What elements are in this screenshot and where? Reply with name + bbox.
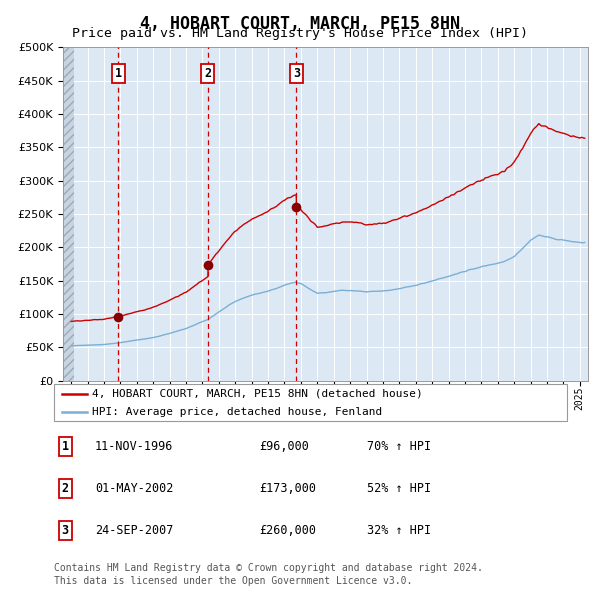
Text: 4, HOBART COURT, MARCH, PE15 8HN (detached house): 4, HOBART COURT, MARCH, PE15 8HN (detach… [92,389,423,399]
Text: 2: 2 [205,67,211,80]
Text: 01-MAY-2002: 01-MAY-2002 [95,481,173,495]
Text: Contains HM Land Registry data © Crown copyright and database right 2024.: Contains HM Land Registry data © Crown c… [54,563,483,572]
Text: 32% ↑ HPI: 32% ↑ HPI [367,523,431,536]
Text: £260,000: £260,000 [259,523,316,536]
Text: £96,000: £96,000 [259,440,309,453]
Text: 24-SEP-2007: 24-SEP-2007 [95,523,173,536]
Text: £173,000: £173,000 [259,481,316,495]
Text: 4, HOBART COURT, MARCH, PE15 8HN: 4, HOBART COURT, MARCH, PE15 8HN [140,15,460,33]
Text: Price paid vs. HM Land Registry's House Price Index (HPI): Price paid vs. HM Land Registry's House … [72,27,528,40]
Text: HPI: Average price, detached house, Fenland: HPI: Average price, detached house, Fenl… [92,407,383,417]
Text: This data is licensed under the Open Government Licence v3.0.: This data is licensed under the Open Gov… [54,576,412,585]
Text: 52% ↑ HPI: 52% ↑ HPI [367,481,431,495]
Text: 2: 2 [62,481,69,495]
Text: 3: 3 [62,523,69,536]
Bar [63,47,74,381]
FancyBboxPatch shape [54,384,567,421]
Text: 70% ↑ HPI: 70% ↑ HPI [367,440,431,453]
Text: 3: 3 [293,67,300,80]
Text: 11-NOV-1996: 11-NOV-1996 [95,440,173,453]
Text: 1: 1 [115,67,122,80]
Text: 1: 1 [62,440,69,453]
